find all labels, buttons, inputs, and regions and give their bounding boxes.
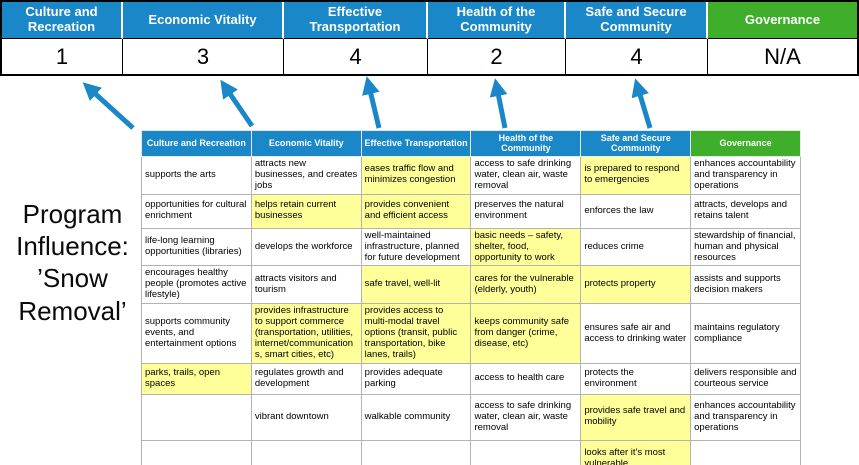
matrix-cell: enhances accountability and transparency… (690, 155, 801, 195)
matrix-cell: parks, trails, open spaces (141, 362, 252, 395)
matrix-cell: enforces the law (580, 193, 692, 229)
matrix-cell: access to safe drinking water, clean air… (470, 155, 582, 195)
matrix-cell: attracts new businesses, and creates job… (250, 155, 362, 195)
matrix-cell: regulates growth and development (250, 362, 362, 395)
score-table: Culture and Recreation Economic Vitality… (0, 0, 859, 76)
matrix-row: opportunities for cultural enrichment hel… (141, 193, 801, 229)
matrix-cell: access to safe drinking water, clean air… (470, 393, 582, 441)
score-header-health-community: Health of the Community (428, 2, 566, 39)
matrix-cell: keeps community safe from danger (crime,… (470, 303, 582, 364)
matrix-cell: walkable community (360, 393, 472, 441)
matrix-cell: delivers responsible and courteous servi… (690, 362, 801, 395)
influence-matrix: Culture and Recreation Economic Vitality E… (141, 130, 801, 465)
matrix-cell: provides adequate parking (360, 362, 472, 395)
matrix-cell: basic needs – safety, shelter, food, opp… (470, 227, 582, 267)
matrix-header-cell: Health of the Community (470, 130, 582, 157)
matrix-cell: looks after it's most vulnerable (580, 439, 692, 465)
matrix-header-cell: Safe and Secure Community (580, 130, 692, 157)
matrix-cell: encourages healthy people (promotes acti… (141, 265, 252, 305)
arrow-icon (82, 82, 135, 130)
matrix-cell: supports community events, and entertain… (141, 303, 252, 364)
matrix-cell (250, 439, 362, 465)
score-header-safe-secure-community: Safe and Secure Community (566, 2, 708, 39)
matrix-cell (470, 439, 582, 465)
matrix-row: parks, trails, open spaces regulates grow… (141, 362, 801, 395)
matrix-cell: attracts, develops and retains talent (690, 193, 801, 229)
matrix-cell: opportunities for cultural enrichment (141, 193, 252, 229)
matrix-cell: vibrant downtown (250, 393, 362, 441)
matrix-cell: well-maintained infrastructure, planned … (360, 227, 472, 267)
matrix-row: supports the arts attracts new businesses… (141, 155, 801, 195)
matrix-cell: helps retain current businesses (250, 193, 362, 229)
matrix-cell: provides convenient and efficient access (360, 193, 472, 229)
arrow-icon (489, 78, 508, 129)
arrow-icon (220, 79, 255, 128)
matrix-row: encourages healthy people (promotes acti… (141, 265, 801, 305)
score-value-economic-vitality: 3 (123, 39, 284, 74)
score-value-effective-transportation: 4 (284, 39, 428, 74)
matrix-cell (141, 393, 252, 441)
matrix-cell: preserves the natural environment (470, 193, 582, 229)
matrix-cell (690, 439, 801, 465)
matrix-cell: provides access to multi-modal travel op… (360, 303, 472, 364)
matrix-header-cell: Governance (690, 130, 801, 157)
matrix-cell: stewardship of financial, human and phys… (690, 227, 801, 267)
matrix-cell (141, 439, 252, 465)
matrix-cell: cares for the vulnerable (elderly, youth… (470, 265, 582, 305)
arrow-icon (362, 76, 382, 129)
score-value-health-community: 2 (428, 39, 566, 74)
matrix-cell: is prepared to respond to emergencies (580, 155, 692, 195)
matrix-row: supports community events, and entertain… (141, 303, 801, 364)
matrix-cell: provides infrastructure to support comme… (250, 303, 362, 364)
matrix-header-cell: Effective Transportation (360, 130, 472, 157)
score-header-governance: Governance (708, 2, 857, 39)
matrix-header-cell: Economic Vitality (250, 130, 362, 157)
influence-arrows (82, 76, 653, 130)
matrix-body: supports the arts attracts new businesses… (141, 155, 801, 465)
score-header-culture-recreation: Culture and Recreation (2, 2, 123, 39)
matrix-cell (360, 439, 472, 465)
matrix-cell: develops the workforce (250, 227, 362, 267)
arrow-icon (631, 78, 653, 129)
score-value-culture-recreation: 1 (2, 39, 123, 74)
program-title: Program Influence: ’Snow Removal’ (16, 199, 129, 326)
matrix-header-cell: Culture and Recreation (141, 130, 252, 157)
matrix-row: vibrant downtown walkable community access… (141, 393, 801, 441)
score-header-effective-transportation: Effective Transportation (284, 2, 428, 39)
matrix-cell: protects the environment (580, 362, 692, 395)
matrix-cell: enhances accountability and transparency… (690, 393, 801, 441)
matrix-cell: ensures safe air and access to drinking … (580, 303, 692, 364)
matrix-row: life-long learning opportunities (librar… (141, 227, 801, 267)
matrix-cell: provides safe travel and mobility (580, 393, 692, 441)
matrix-cell: reduces crime (580, 227, 692, 267)
matrix-cell: life-long learning opportunities (librar… (141, 227, 252, 267)
matrix-cell: attracts visitors and tourism (250, 265, 362, 305)
matrix-cell: protects property (580, 265, 692, 305)
matrix-row: looks after it's most vulnerable (141, 439, 801, 465)
score-value-governance: N/A (708, 39, 857, 74)
matrix-header-row: Culture and Recreation Economic Vitality E… (141, 130, 801, 157)
matrix-cell: supports the arts (141, 155, 252, 195)
score-value-safe-secure-community: 4 (566, 39, 708, 74)
matrix-cell: eases traffic flow and minimizes congest… (360, 155, 472, 195)
matrix-cell: safe travel, well-lit (360, 265, 472, 305)
score-header-economic-vitality: Economic Vitality (123, 2, 284, 39)
matrix-cell: assists and supports decision makers (690, 265, 801, 305)
matrix-cell: maintains regulatory compliance (690, 303, 801, 364)
matrix-cell: access to health care (470, 362, 582, 395)
